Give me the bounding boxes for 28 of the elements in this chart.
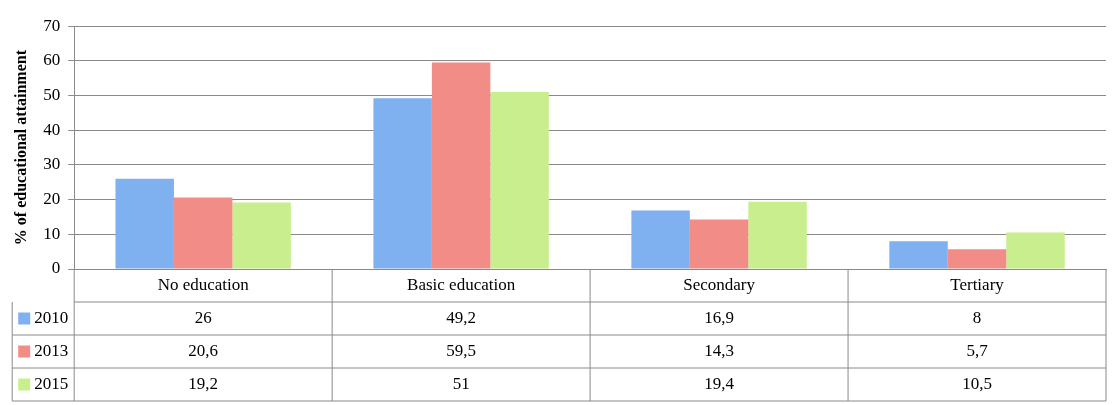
x-tick-label: Tertiary (950, 274, 1005, 294)
y-axis-title: % of educational attainment (11, 49, 29, 246)
y-tick-label: 30 (43, 154, 61, 174)
data-label: 16,9 (704, 307, 734, 327)
x-tick-label: No education (157, 274, 250, 294)
y-tick-label: 70 (43, 15, 61, 35)
x-tick-label: Basic education (407, 274, 516, 294)
data-label: 59,5 (446, 340, 476, 360)
y-tick-label: 50 (43, 85, 61, 105)
data-label: 26 (194, 307, 212, 327)
y-tick-label: 60 (43, 50, 61, 70)
data-label: 14,3 (704, 340, 734, 360)
legend-label: 2015 (34, 373, 69, 393)
y-tick-label: 40 (43, 119, 61, 139)
data-label: 19,4 (704, 373, 735, 393)
x-tick-label: Secondary (683, 274, 756, 294)
data-label: 10,5 (962, 373, 992, 393)
data-label: 8 (972, 307, 982, 327)
y-tick-label: 0 (51, 258, 61, 278)
data-label: 49,2 (446, 307, 476, 327)
legend-label: 2013 (34, 340, 69, 360)
y-tick-label: 10 (43, 223, 61, 243)
y-tick-label: 20 (43, 189, 61, 209)
data-label: 20,6 (188, 340, 219, 360)
data-label: 5,7 (966, 340, 989, 360)
data-label: 19,2 (188, 373, 219, 393)
legend-label: 2010 (34, 307, 69, 327)
data-label: 51 (452, 373, 470, 393)
